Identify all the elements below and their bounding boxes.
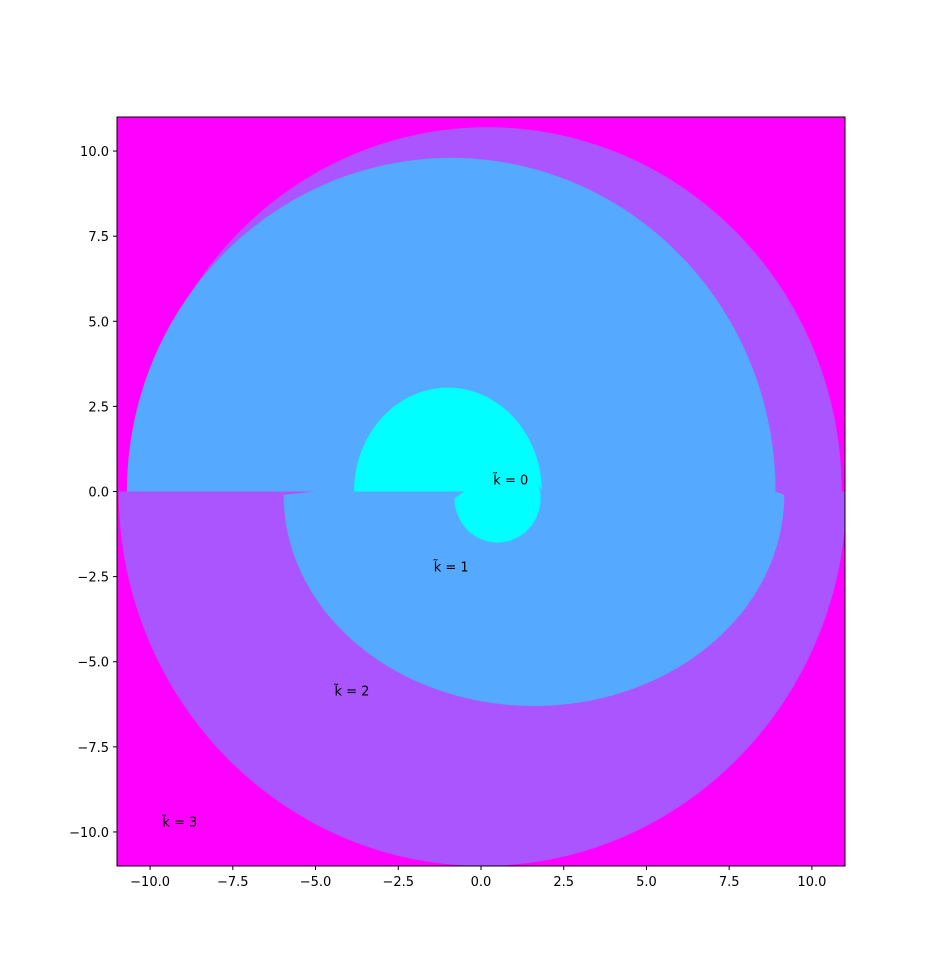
region-k0 bbox=[332, 387, 542, 543]
x-tick-label: −5.0 bbox=[300, 875, 332, 890]
region-label-k3: k̃ = 3 bbox=[161, 815, 197, 830]
y-tick-label: 10.0 bbox=[80, 145, 109, 160]
region-labels: k̃ = 0 k̃ = 1 k̃ = 2 k̃ = 3 bbox=[161, 473, 528, 831]
x-tick-label: −10.0 bbox=[130, 875, 170, 890]
y-tick-label: −2.5 bbox=[77, 571, 109, 586]
y-tick-label: −5.0 bbox=[77, 656, 109, 671]
x-tick-label: 10.0 bbox=[797, 875, 826, 890]
region-label-k0: k̃ = 0 bbox=[492, 473, 528, 488]
region-label-k1: k̃ = 1 bbox=[433, 560, 469, 575]
x-tick-label: 0.0 bbox=[471, 875, 492, 890]
y-tick-label: −10.0 bbox=[69, 826, 109, 841]
y-tick-label: 0.0 bbox=[88, 486, 109, 501]
y-tick-label: 2.5 bbox=[88, 400, 109, 415]
spiral-regions bbox=[117, 117, 845, 866]
y-tick-label: −7.5 bbox=[77, 741, 109, 756]
y-tick-label: 7.5 bbox=[88, 230, 109, 245]
x-tick-label: 5.0 bbox=[636, 875, 657, 890]
x-axis: −10.0 −7.5 −5.0 −2.5 0.0 2.5 5.0 7.5 10.0 bbox=[130, 866, 826, 890]
y-tick-label: 5.0 bbox=[88, 315, 109, 330]
plot-area bbox=[117, 117, 845, 866]
x-tick-label: −7.5 bbox=[217, 875, 249, 890]
x-tick-label: −2.5 bbox=[382, 875, 414, 890]
x-tick-label: 7.5 bbox=[719, 875, 740, 890]
y-axis: −10.0 −7.5 −5.0 −2.5 0.0 2.5 5.0 7.5 10.0 bbox=[69, 145, 117, 841]
region-label-k2: k̃ = 2 bbox=[333, 684, 369, 699]
x-tick-label: 2.5 bbox=[553, 875, 574, 890]
